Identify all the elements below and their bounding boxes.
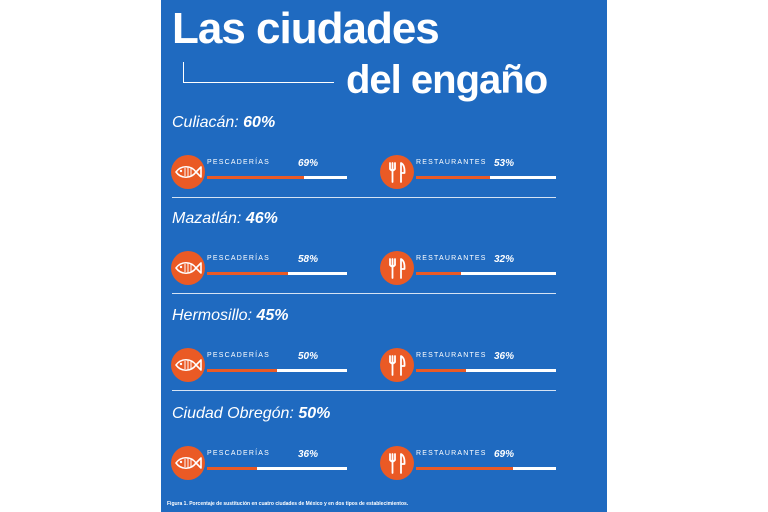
metric-row: RESTAURANTES 53% <box>380 154 560 190</box>
city-name: Hermosillo: <box>172 307 253 324</box>
bar-track <box>207 176 347 179</box>
metric-label: PESCADERÍAS <box>207 159 270 166</box>
metric-row: RESTAURANTES 36% <box>380 347 560 383</box>
fish-icon <box>171 155 205 189</box>
bar-fill <box>207 369 277 372</box>
city-total-percent: 50% <box>298 405 331 422</box>
metric-row: RESTAURANTES 69% <box>380 445 560 481</box>
metric-value-label: 50% <box>298 351 319 362</box>
bar-track <box>416 467 556 470</box>
title-line-2: del engaño <box>346 58 548 102</box>
city-name: Mazatlán: <box>172 210 242 227</box>
city-heading: Ciudad Obregón: 50% <box>172 405 330 423</box>
bar-fill <box>207 272 288 275</box>
section-divider <box>172 390 556 391</box>
fish-icon <box>171 446 205 480</box>
bar-track <box>207 369 347 372</box>
city-total-percent: 46% <box>245 210 278 227</box>
metric-value-label: 69% <box>494 449 515 460</box>
title-connector-line <box>183 62 334 83</box>
city-total-percent: 60% <box>243 114 276 131</box>
metric-label: PESCADERÍAS <box>207 255 270 262</box>
infographic-panel: Las ciudades del engaño Figura 1. Porcen… <box>161 0 607 512</box>
fork-knife-icon <box>380 348 414 382</box>
city-name: Culiacán: <box>172 114 239 131</box>
bar-fill <box>416 369 466 372</box>
metric-row: PESCADERÍAS 58% <box>171 250 351 286</box>
section-divider <box>172 197 556 198</box>
bar-track <box>416 369 556 372</box>
city-heading: Culiacán: 60% <box>172 114 275 132</box>
metric-value-label: 36% <box>494 351 515 362</box>
metric-value-label: 53% <box>494 158 515 169</box>
figure-caption: Figura 1. Porcentaje de sustitución en c… <box>167 501 409 507</box>
metric-value-label: 69% <box>298 158 319 169</box>
city-heading: Mazatlán: 46% <box>172 210 278 228</box>
bar-track <box>416 272 556 275</box>
metric-value-label: 32% <box>494 254 515 265</box>
bar-fill <box>207 176 304 179</box>
metric-label: RESTAURANTES <box>416 352 487 359</box>
metric-row: PESCADERÍAS 36% <box>171 445 351 481</box>
bar-fill <box>207 467 257 470</box>
city-heading: Hermosillo: 45% <box>172 307 289 325</box>
metric-label: PESCADERÍAS <box>207 352 270 359</box>
metric-label: PESCADERÍAS <box>207 450 270 457</box>
fork-knife-icon <box>380 251 414 285</box>
bar-fill <box>416 272 461 275</box>
fish-icon <box>171 348 205 382</box>
fork-knife-icon <box>380 446 414 480</box>
fish-icon <box>171 251 205 285</box>
metric-value-label: 36% <box>298 449 319 460</box>
metric-row: RESTAURANTES 32% <box>380 250 560 286</box>
metric-label: RESTAURANTES <box>416 159 487 166</box>
metric-row: PESCADERÍAS 50% <box>171 347 351 383</box>
bar-track <box>207 272 347 275</box>
metric-label: RESTAURANTES <box>416 450 487 457</box>
city-total-percent: 45% <box>256 307 289 324</box>
bar-track <box>416 176 556 179</box>
bar-fill <box>416 467 513 470</box>
section-divider <box>172 293 556 294</box>
title-line-1: Las ciudades <box>172 4 440 53</box>
metric-row: PESCADERÍAS 69% <box>171 154 351 190</box>
metric-label: RESTAURANTES <box>416 255 487 262</box>
bar-fill <box>416 176 490 179</box>
fork-knife-icon <box>380 155 414 189</box>
city-name: Ciudad Obregón: <box>172 405 294 422</box>
bar-track <box>207 467 347 470</box>
metric-value-label: 58% <box>298 254 319 265</box>
